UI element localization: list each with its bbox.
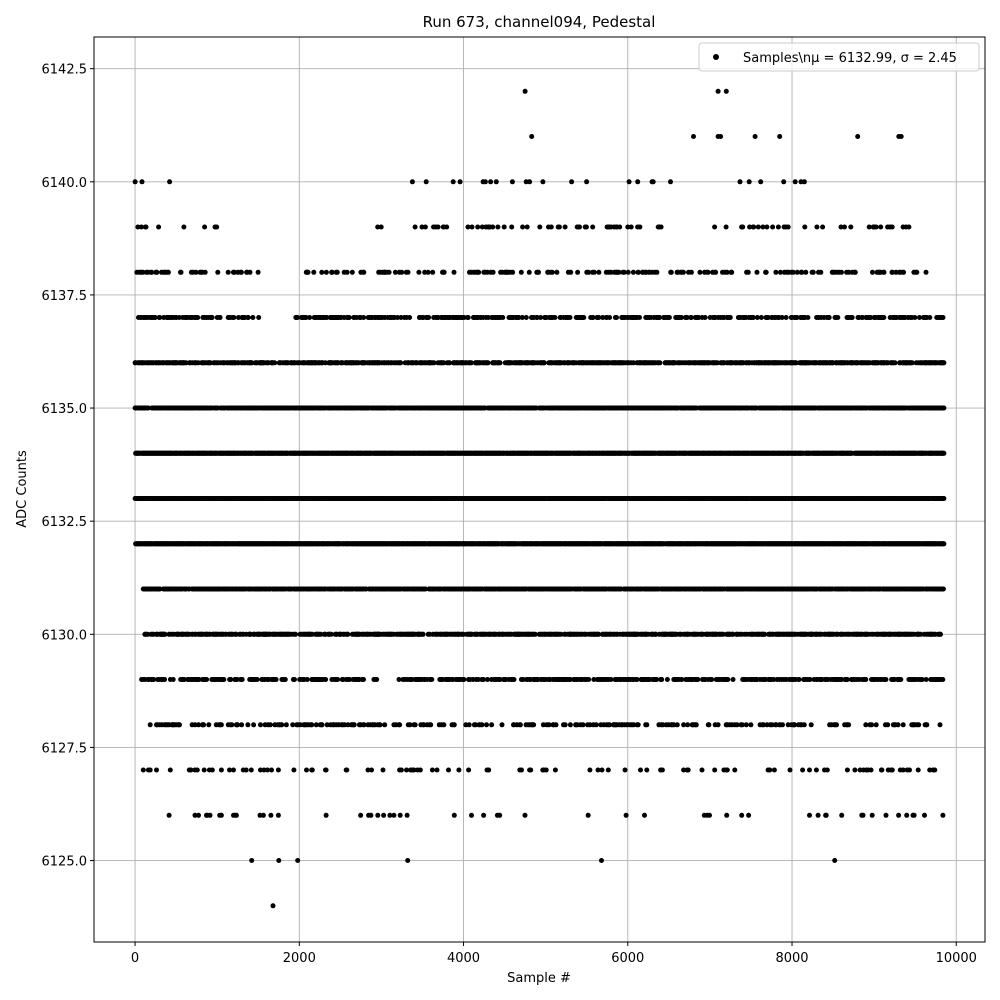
scatter-point (941, 496, 947, 501)
chart-title: Run 673, channel094, Pedestal (423, 13, 656, 31)
scatter-points (132, 88, 947, 909)
scatter-point (941, 450, 947, 456)
scatter-point (941, 541, 947, 547)
scatter-point (941, 405, 947, 411)
